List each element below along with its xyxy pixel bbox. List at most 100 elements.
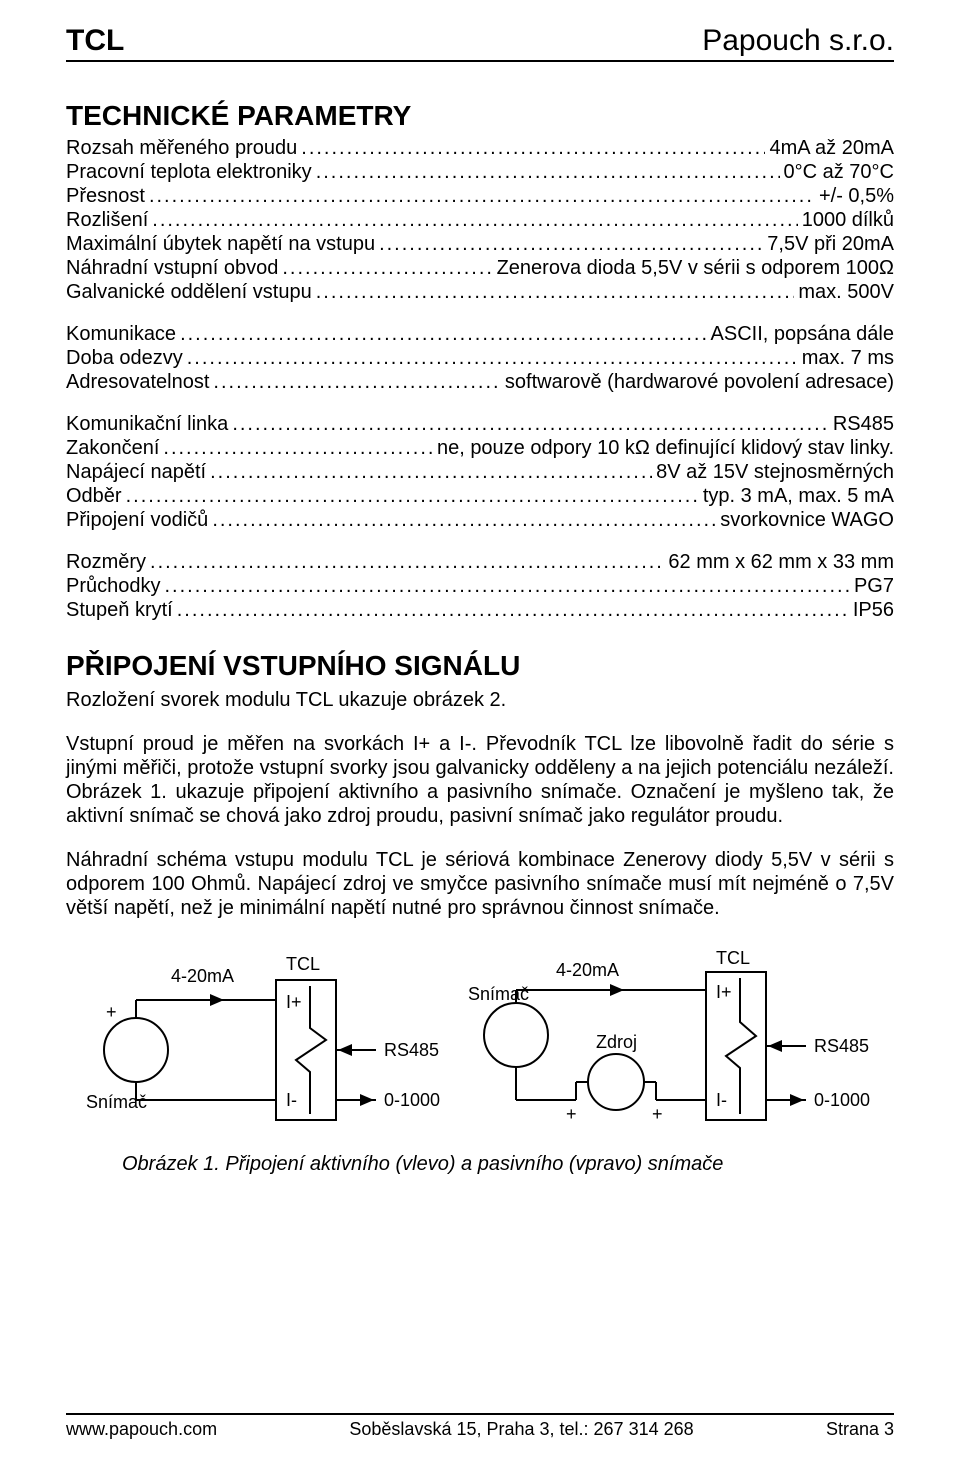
dot-leader <box>180 322 706 346</box>
paragraph-3: Náhradní schéma vstupu modulu TCL je sér… <box>66 848 894 920</box>
module-label: TCL <box>716 948 750 968</box>
param-line: Rozlišení1000 dílků <box>66 208 894 232</box>
param-value: 7,5V při 20mA <box>767 232 894 256</box>
page-header: TCL Papouch s.r.o. <box>66 24 894 62</box>
i-minus-label: I- <box>286 1090 297 1110</box>
dot-leader <box>213 370 500 394</box>
param-label: Rozměry <box>66 550 146 574</box>
param-value: typ. 3 mA, max. 5 mA <box>703 484 894 508</box>
i-plus-label: I+ <box>716 982 732 1002</box>
param-value: max. 7 ms <box>802 346 894 370</box>
rs485-label: RS485 <box>384 1040 439 1060</box>
param-value: 4mA až 20mA <box>769 136 894 160</box>
param-line: Adresovatelnost softwarově (hardwarové po… <box>66 370 894 394</box>
param-label: Přesnost <box>66 184 145 208</box>
diagram-row: + Snímač 4-20mA TCL I+ I- <box>76 940 884 1135</box>
param-line: Komunikační linka RS485 <box>66 412 894 436</box>
dot-leader <box>177 598 849 622</box>
rs485-label: RS485 <box>814 1036 869 1056</box>
dot-leader <box>163 436 433 460</box>
section-connection-title: PŘIPOJENÍ VSTUPNÍHO SIGNÁLU <box>66 650 894 682</box>
param-label: Náhradní vstupní obvod <box>66 256 278 280</box>
header-left: TCL <box>66 24 124 58</box>
param-line: Stupeň krytí IP56 <box>66 598 894 622</box>
module-label: TCL <box>286 954 320 974</box>
param-label: Odběr <box>66 484 122 508</box>
param-line: Galvanické oddělení vstupumax. 500V <box>66 280 894 304</box>
dot-leader <box>379 232 763 256</box>
dot-leader <box>282 256 492 280</box>
param-label: Komunikační linka <box>66 412 228 436</box>
page-footer: www.papouch.com Soběslavská 15, Praha 3,… <box>66 1413 894 1440</box>
footer-right: Strana 3 <box>826 1419 894 1440</box>
param-line: Připojení vodičůsvorkovnice WAGO <box>66 508 894 532</box>
current-label: 4-20mA <box>556 960 619 980</box>
param-label: Komunikace <box>66 322 176 346</box>
param-value: PG7 <box>854 574 894 598</box>
param-label: Pracovní teplota elektroniky <box>66 160 312 184</box>
dot-leader <box>152 208 797 232</box>
footer-center: Soběslavská 15, Praha 3, tel.: 267 314 2… <box>349 1419 693 1440</box>
param-value: IP56 <box>853 598 894 622</box>
param-label: Průchodky <box>66 574 161 598</box>
paragraph-2: Vstupní proud je měřen na svorkách I+ a … <box>66 732 894 828</box>
plus2-label: + <box>652 1104 663 1124</box>
param-line: Náhradní vstupní obvod Zenerova dioda 5,5… <box>66 256 894 280</box>
i-plus-label: I+ <box>286 992 302 1012</box>
param-label: Galvanické oddělení vstupu <box>66 280 312 304</box>
dot-leader <box>150 550 664 574</box>
param-group-3: Komunikační linka RS485 Zakončení ne, pouze… <box>66 412 894 532</box>
range-label: 0-1000 <box>384 1090 440 1110</box>
param-label: Doba odezvy <box>66 346 183 370</box>
param-value: 8V až 15V stejnosměrných <box>656 460 894 484</box>
range-label: 0-1000 <box>814 1090 870 1110</box>
dot-leader <box>316 160 780 184</box>
dot-leader <box>165 574 850 598</box>
paragraph-1: Rozložení svorek modulu TCL ukazuje obrá… <box>66 688 894 712</box>
dot-leader <box>210 460 652 484</box>
dot-leader <box>187 346 798 370</box>
header-right: Papouch s.r.o. <box>702 24 894 58</box>
param-value: +/- 0,5% <box>819 184 894 208</box>
param-value: softwarově (hardwarové povolení adresace… <box>505 370 894 394</box>
param-line: Přesnost +/- 0,5% <box>66 184 894 208</box>
param-label: Stupeň krytí <box>66 598 173 622</box>
param-value: ne, pouze odpory 10 kΩ definující klidov… <box>437 436 894 460</box>
param-line: Odběr typ. 3 mA, max. 5 mA <box>66 484 894 508</box>
sensor-label: Snímač <box>468 984 529 1004</box>
param-value: 0°C až 70°C <box>784 160 895 184</box>
dot-leader <box>316 280 795 304</box>
param-line: Rozměry 62 mm x 62 mm x 33 mm <box>66 550 894 574</box>
param-value: ASCII, popsána dále <box>711 322 894 346</box>
param-label: Napájecí napětí <box>66 460 206 484</box>
param-line: Pracovní teplota elektroniky 0°C až 70°C <box>66 160 894 184</box>
section-tech-params-title: TECHNICKÉ PARAMETRY <box>66 100 894 132</box>
param-group-4: Rozměry 62 mm x 62 mm x 33 mm Průchodky PG7… <box>66 550 894 622</box>
dot-leader <box>301 136 765 160</box>
param-label: Maximální úbytek napětí na vstupu <box>66 232 375 256</box>
param-label: Adresovatelnost <box>66 370 209 394</box>
figure-caption: Obrázek 1. Připojení aktivního (vlevo) a… <box>122 1153 894 1176</box>
param-line: Komunikace ASCII, popsána dále <box>66 322 894 346</box>
param-label: Připojení vodičů <box>66 508 208 532</box>
dot-leader <box>232 412 829 436</box>
param-group-1: Rozsah měřeného proudu4mA až 20mAPracovn… <box>66 136 894 304</box>
param-label: Zakončení <box>66 436 159 460</box>
param-line: Rozsah měřeného proudu 4mA až 20mA <box>66 136 894 160</box>
footer-left: www.papouch.com <box>66 1419 217 1440</box>
source-label: Zdroj <box>596 1032 637 1052</box>
param-label: Rozsah měřeného proudu <box>66 136 297 160</box>
sensor-label: Snímač <box>86 1092 147 1112</box>
diagram-active-sensor: + Snímač 4-20mA TCL I+ I- <box>76 940 456 1135</box>
param-line: Doba odezvy max. 7 ms <box>66 346 894 370</box>
i-minus-label: I- <box>716 1090 727 1110</box>
param-line: Napájecí napětí 8V až 15V stejnosměrných <box>66 460 894 484</box>
param-group-2: KomunikaceASCII, popsána dáleDoba odezvy… <box>66 322 894 394</box>
plus-label: + <box>106 1002 117 1022</box>
dot-leader <box>126 484 699 508</box>
param-value: RS485 <box>833 412 894 436</box>
param-value: 1000 dílků <box>802 208 894 232</box>
param-line: Maximální úbytek napětí na vstupu 7,5V př… <box>66 232 894 256</box>
param-value: 62 mm x 62 mm x 33 mm <box>668 550 894 574</box>
param-value: Zenerova dioda 5,5V v sérii s odporem 10… <box>497 256 894 280</box>
